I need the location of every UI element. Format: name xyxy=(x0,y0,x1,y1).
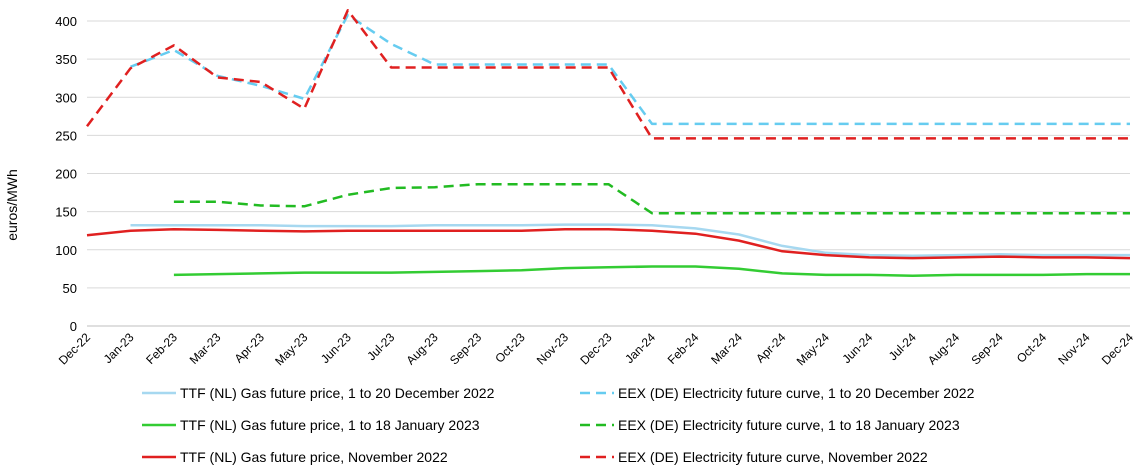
y-tick-label: 150 xyxy=(55,205,77,220)
data-series xyxy=(86,9,1131,277)
x-tick-label: Aug-24 xyxy=(925,330,962,367)
x-tick-label: Aug-23 xyxy=(404,330,441,367)
y-tick-label: 200 xyxy=(55,167,77,182)
x-tick-label: Nov-24 xyxy=(1055,330,1092,367)
x-tick-label: Feb-23 xyxy=(143,330,180,367)
x-tick-label: Sep-24 xyxy=(968,330,1005,367)
y-axis-tick-labels: 0 50 100 150 200 250 300 350 400 xyxy=(55,14,77,334)
y-tick-label: 100 xyxy=(55,243,77,258)
x-tick-label: Mar-23 xyxy=(187,330,224,367)
y-axis-label: euros/MWh xyxy=(4,169,20,241)
series-line-5 xyxy=(86,227,1131,260)
x-tick-label: Oct-24 xyxy=(1014,330,1050,366)
series-line-3 xyxy=(173,265,1130,277)
y-tick-label: 50 xyxy=(63,281,77,296)
legend-label: EEX (DE) Electricity future curve, 1 to … xyxy=(618,417,960,433)
x-tick-label: Jan-24 xyxy=(622,330,658,366)
x-tick-label: Jun-24 xyxy=(840,330,876,366)
x-tick-label: Dec-24 xyxy=(1099,330,1136,367)
x-tick-label: Nov-23 xyxy=(534,330,571,367)
series-line-1 xyxy=(130,223,1130,258)
legend-label: TTF (NL) Gas future price, November 2022 xyxy=(180,449,448,465)
series-line-4 xyxy=(173,182,1130,215)
x-tick-label: Jan-23 xyxy=(101,330,137,366)
y-tick-label: 400 xyxy=(55,14,77,29)
y-tick-label: 250 xyxy=(55,128,77,143)
legend: TTF (NL) Gas future price, 1 to 20 Decem… xyxy=(142,385,975,465)
x-tick-label: Apr-24 xyxy=(753,330,789,366)
x-tick-label: Jul-23 xyxy=(364,330,397,363)
y-tick-label: 350 xyxy=(55,52,77,67)
series-line-6 xyxy=(86,9,1130,140)
legend-label: TTF (NL) Gas future price, 1 to 18 Janua… xyxy=(180,417,480,433)
legend-label: EEX (DE) Electricity future curve, 1 to … xyxy=(618,385,975,401)
x-axis-tick-labels: Dec-22 Jan-23 Feb-23 Mar-23 Apr-23 May-23 Jun-… xyxy=(56,330,1136,368)
y-tick-label: 300 xyxy=(55,90,77,105)
legend-label: TTF (NL) Gas future price, 1 to 20 Decem… xyxy=(180,385,495,401)
y-tick-label: 0 xyxy=(70,319,77,334)
x-tick-label: Oct-23 xyxy=(492,330,528,366)
x-tick-label: Sep-23 xyxy=(447,330,484,367)
x-tick-label: Mar-24 xyxy=(708,330,745,367)
grid-lines xyxy=(87,20,1130,289)
x-tick-label: May-24 xyxy=(794,330,832,368)
x-tick-label: Jun-23 xyxy=(318,330,354,366)
series-line-2 xyxy=(130,13,1130,126)
x-tick-label: Dec-23 xyxy=(577,330,614,367)
x-tick-label: May-23 xyxy=(272,330,310,368)
x-tick-label: Apr-23 xyxy=(232,330,268,366)
x-tick-label: Dec-22 xyxy=(56,330,93,367)
x-tick-label: Jul-24 xyxy=(886,330,919,363)
legend-label: EEX (DE) Electricity future curve, Novem… xyxy=(618,449,928,465)
x-tick-label: Feb-24 xyxy=(665,330,702,367)
